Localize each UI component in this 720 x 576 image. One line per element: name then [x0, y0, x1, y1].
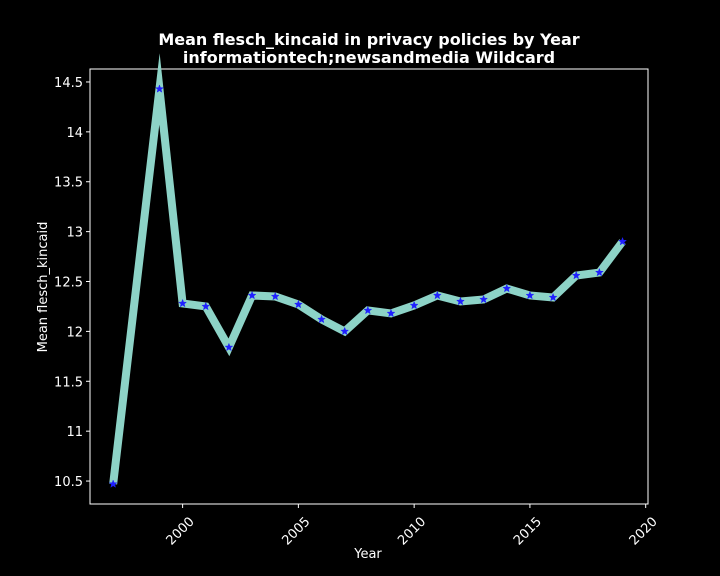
data-point [525, 290, 535, 300]
data-point [317, 314, 327, 324]
y-tick-label: 14 [66, 126, 83, 141]
data-point [432, 290, 442, 300]
y-tick-label: 10.5 [54, 475, 83, 490]
data-point [386, 308, 396, 318]
y-tick-label: 11 [66, 425, 83, 440]
data-point [618, 236, 628, 246]
y-tick-label: 12.5 [54, 276, 83, 291]
data-point [247, 290, 257, 300]
y-tick-label: 12 [66, 325, 83, 340]
chart-title-line-1: Mean flesch_kincaid in privacy policies … [158, 30, 579, 49]
y-tick-label: 11.5 [54, 375, 83, 390]
data-point [548, 292, 558, 302]
data-point [502, 283, 512, 293]
data-point [340, 326, 350, 336]
data-point [201, 301, 211, 311]
plot-frame [89, 68, 649, 505]
data-point [108, 479, 118, 488]
series-line [109, 53, 626, 485]
y-tick-label: 13 [66, 226, 83, 241]
y-axis-label: Mean flesch_kincaid [36, 222, 51, 353]
data-point [455, 296, 465, 306]
x-axis-label: Year [353, 547, 382, 562]
y-tick-label: 13.5 [54, 176, 83, 191]
chart-title-line-2: informationtech;newsandmedia Wildcard [183, 48, 555, 67]
data-point [409, 300, 419, 310]
data-point [594, 267, 604, 277]
data-point [479, 294, 489, 304]
data-point [571, 270, 581, 280]
series-layer [108, 53, 628, 488]
data-point [224, 342, 234, 352]
data-point [363, 305, 373, 315]
data-point [154, 84, 164, 93]
data-point [270, 291, 280, 301]
data-point [178, 298, 188, 308]
y-tick-label: 14.5 [54, 76, 83, 91]
data-point [293, 299, 303, 309]
